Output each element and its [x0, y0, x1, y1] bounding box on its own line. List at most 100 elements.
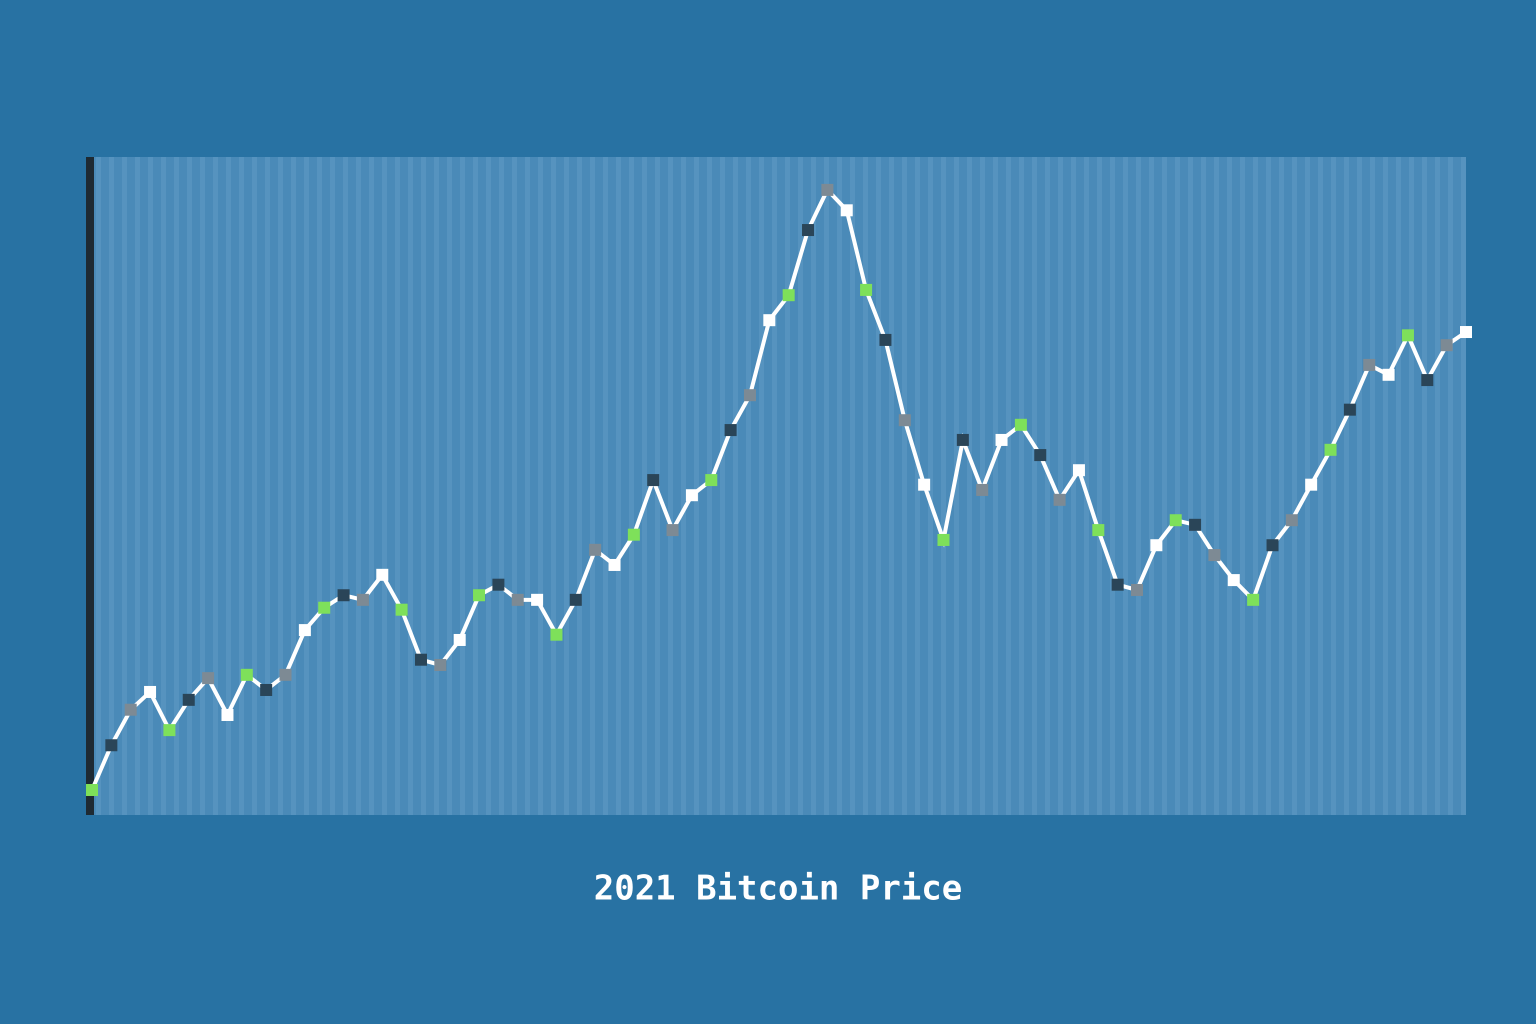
- stripe: [213, 157, 218, 815]
- price-marker: [473, 589, 486, 602]
- stripe: [785, 157, 790, 815]
- stripe: [967, 157, 972, 815]
- stripe: [681, 157, 686, 815]
- price-marker: [1131, 583, 1144, 596]
- stripe: [1084, 157, 1089, 815]
- price-marker: [724, 424, 737, 437]
- stripe: [1162, 157, 1167, 815]
- stripe: [915, 157, 920, 815]
- stripe: [252, 157, 257, 815]
- price-marker: [937, 533, 950, 546]
- stripe: [1227, 157, 1232, 815]
- stripe: [369, 157, 374, 815]
- price-marker: [86, 783, 98, 796]
- stripe: [837, 157, 842, 815]
- stripe: [928, 157, 933, 815]
- stripe: [122, 157, 127, 815]
- price-marker: [802, 224, 815, 237]
- stripe: [1214, 157, 1219, 815]
- stripe: [694, 157, 699, 815]
- stripe: [382, 157, 387, 815]
- stripe: [941, 157, 946, 815]
- stripe: [798, 157, 803, 815]
- stripe: [1370, 157, 1375, 815]
- stripe: [1396, 157, 1401, 815]
- price-marker: [860, 283, 873, 296]
- stripe: [304, 157, 309, 815]
- price-marker: [202, 672, 215, 685]
- price-marker: [995, 433, 1008, 446]
- price-marker: [144, 685, 157, 698]
- stripe: [629, 157, 634, 815]
- stripe: [512, 157, 517, 815]
- stripe: [850, 157, 855, 815]
- price-marker: [898, 414, 911, 427]
- stripe: [525, 157, 530, 815]
- stripe: [603, 157, 608, 815]
- stripe: [902, 157, 907, 815]
- stripe: [811, 157, 816, 815]
- price-marker: [105, 739, 118, 752]
- price-marker: [1227, 574, 1240, 587]
- stripe: [421, 157, 426, 815]
- stripe: [863, 157, 868, 815]
- stripe: [1383, 157, 1388, 815]
- stripe: [1461, 157, 1466, 815]
- price-marker: [627, 528, 640, 541]
- price-marker: [279, 668, 292, 681]
- stripe: [200, 157, 205, 815]
- stripe: [1149, 157, 1154, 815]
- stripe: [1240, 157, 1245, 815]
- price-marker: [1285, 514, 1298, 527]
- stripe: [993, 157, 998, 815]
- price-marker: [1460, 326, 1472, 339]
- price-marker: [1189, 518, 1202, 531]
- price-marker: [1401, 329, 1414, 342]
- stripe: [759, 157, 764, 815]
- stripe: [148, 157, 153, 815]
- stripe: [551, 157, 556, 815]
- stripe: [577, 157, 582, 815]
- price-marker: [453, 633, 466, 646]
- price-marker: [1034, 449, 1047, 462]
- stripe: [343, 157, 348, 815]
- stripe: [1279, 157, 1284, 815]
- stripe: [161, 157, 166, 815]
- stripe: [720, 157, 725, 815]
- price-marker: [395, 603, 408, 616]
- price-marker: [260, 683, 273, 696]
- stripe: [1357, 157, 1362, 815]
- stripe: [1110, 157, 1115, 815]
- stripe: [96, 157, 101, 815]
- price-marker: [124, 703, 137, 716]
- stripe: [1344, 157, 1349, 815]
- price-marker: [1324, 443, 1337, 456]
- price-marker: [1305, 478, 1318, 491]
- stripe: [1175, 157, 1180, 815]
- price-marker: [763, 314, 776, 327]
- stripe: [590, 157, 595, 815]
- stripe: [1032, 157, 1037, 815]
- stripe: [356, 157, 361, 815]
- price-marker: [647, 474, 660, 487]
- stripe: [1006, 157, 1011, 815]
- price-marker: [782, 289, 795, 302]
- price-marker: [221, 708, 234, 721]
- stripe: [1409, 157, 1414, 815]
- price-marker: [414, 653, 427, 666]
- price-marker: [1266, 539, 1279, 552]
- price-marker: [1111, 578, 1124, 591]
- price-marker: [569, 593, 582, 606]
- stripe: [1253, 157, 1258, 815]
- price-marker: [298, 624, 311, 637]
- stripe: [1019, 157, 1024, 815]
- price-marker: [531, 593, 544, 606]
- stripe: [265, 157, 270, 815]
- stripe: [746, 157, 751, 815]
- price-marker: [1208, 549, 1221, 562]
- price-marker: [685, 489, 698, 502]
- price-marker: [1092, 524, 1105, 537]
- stripe: [954, 157, 959, 815]
- stripe: [109, 157, 114, 815]
- stripe: [1045, 157, 1050, 815]
